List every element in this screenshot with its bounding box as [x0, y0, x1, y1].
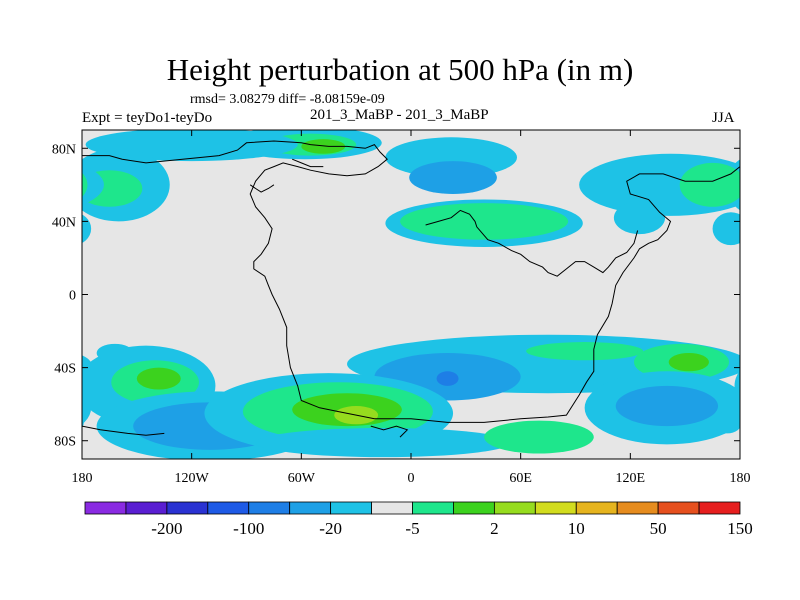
colorbar-swatch: [166, 501, 209, 515]
colorbar-swatch: [453, 501, 495, 515]
contour-region-cyan: [613, 201, 666, 235]
colorbar-swatch: [330, 501, 372, 515]
coastline-layer: [82, 140, 740, 438]
y-tick-label: 80S: [54, 435, 76, 450]
contour-region-green: [526, 342, 644, 361]
colorbar-swatch: [412, 501, 454, 515]
colorbar-label: -5: [405, 519, 419, 538]
contour-region-cyan: [712, 212, 740, 246]
coastline-segment: [292, 158, 324, 168]
contour-region-green: [484, 420, 594, 454]
colorbar-swatch: [125, 501, 168, 515]
colorbar-swatch: [84, 501, 127, 515]
contour-region-cyan: [82, 164, 104, 206]
coastline-segment: [82, 140, 740, 423]
colorbar-swatch: [248, 501, 291, 515]
y-tick-label: 0: [69, 289, 76, 304]
x-tick-label: 0: [408, 471, 415, 486]
coastline-segment: [249, 184, 275, 193]
y-tick-label: 80N: [52, 142, 76, 157]
axis-layer: 180 120W 60W 0 60E 120E 180 80N 40N 0 40S 80S: [52, 130, 751, 486]
contour-region-green: [679, 162, 740, 207]
x-tick-label: 60W: [288, 471, 316, 486]
contour-region-cyan: [255, 427, 512, 458]
contour-region-blue: [615, 385, 719, 427]
contour-region-cyan: [82, 355, 92, 373]
contour-region-cyan: [82, 417, 84, 428]
experiment-label: Expt = teyDo1-teyDo: [82, 110, 213, 126]
contour-region-green: [82, 172, 88, 197]
x-tick-label: 60E: [509, 471, 532, 486]
chart-title: Height perturbation at 500 hPa (in m): [166, 52, 634, 87]
colorbar-label: 2: [490, 519, 499, 538]
y-tick-label: 40N: [52, 215, 76, 230]
colorbar-label: -20: [319, 519, 342, 538]
coastline-segment: [370, 425, 409, 438]
colorbar-label: -100: [233, 519, 264, 538]
contour-region-cyan: [82, 391, 92, 425]
colorbar-swatch: [575, 501, 618, 515]
coastline-segment: [425, 209, 639, 277]
colorbar-label: -200: [151, 519, 182, 538]
colorbar-swatch: [698, 501, 741, 515]
contour-region-lime: [301, 139, 346, 154]
colorbar-swatch: [616, 501, 659, 515]
contour-region-cyan: [96, 343, 134, 363]
y-tick-label: 40S: [54, 362, 76, 377]
contour-region-green: [400, 203, 569, 240]
colorbar-swatch: [493, 501, 536, 515]
x-tick-label: 180: [730, 471, 751, 486]
coastline-segment: [82, 425, 165, 436]
colorbar-label: 10: [568, 519, 585, 538]
contour-region-lime: [668, 352, 709, 372]
x-tick-label: 120E: [616, 471, 646, 486]
contour-region-deepblue: [436, 371, 459, 386]
colorbar-label: 50: [650, 519, 667, 538]
colorbar-label: 150: [727, 519, 753, 538]
colorbar-swatch: [289, 501, 332, 515]
colorbar-swatch: [371, 501, 413, 515]
contour-region-cyan: [712, 411, 740, 434]
contour-region-lime: [136, 367, 181, 390]
season-label: JJA: [712, 110, 735, 126]
x-tick-label: 180: [72, 471, 93, 486]
colorbar-swatch: [657, 501, 700, 515]
colorbar: -200 -100 -20 -5 2 10 50 150: [84, 501, 753, 538]
stats-label: rmsd= 3.08279 diff= -8.08159e-09: [190, 92, 385, 107]
contour-region-cyan: [734, 370, 740, 402]
contour-region-blue: [409, 161, 497, 194]
contour-region-green: [734, 178, 740, 199]
colorbar-swatch: [207, 501, 250, 515]
run-label: 201_3_MaBP - 201_3_MaBP: [310, 107, 489, 123]
x-tick-label: 120W: [175, 471, 210, 486]
colorbar-swatch: [534, 501, 577, 515]
